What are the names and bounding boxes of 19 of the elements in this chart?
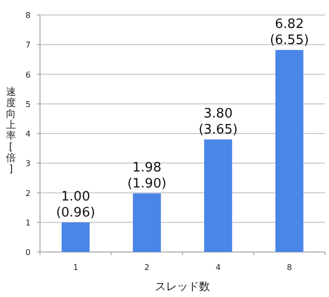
x-axis-title: スレッド数 xyxy=(155,280,210,293)
data-label: 3.80 (3.65) xyxy=(198,106,238,138)
data-label: 6.82 (6.55) xyxy=(270,16,309,48)
y-axis-title: 速度向上率[倍] xyxy=(6,86,16,175)
data-label: 1.00 (0.96) xyxy=(56,189,96,220)
y-tick-label: 6 xyxy=(25,70,31,80)
y-tick-label: 3 xyxy=(25,159,31,168)
y-tick-label: 0 xyxy=(25,248,31,257)
y-tick-label: 8 xyxy=(25,11,31,20)
x-tick-label: 1 xyxy=(73,263,78,272)
y-tick-label: 7 xyxy=(25,40,31,50)
y-tick-label: 2 xyxy=(25,188,31,198)
y-tick-label: 5 xyxy=(25,100,31,109)
x-tick-label: 2 xyxy=(144,263,150,272)
y-tick-label: 4 xyxy=(25,130,31,138)
x-tick-label: 8 xyxy=(286,263,292,272)
x-tick-label: 4 xyxy=(216,263,221,272)
y-tick-label: 1 xyxy=(25,218,31,228)
data-label: 1.98 (1.90) xyxy=(127,160,166,192)
